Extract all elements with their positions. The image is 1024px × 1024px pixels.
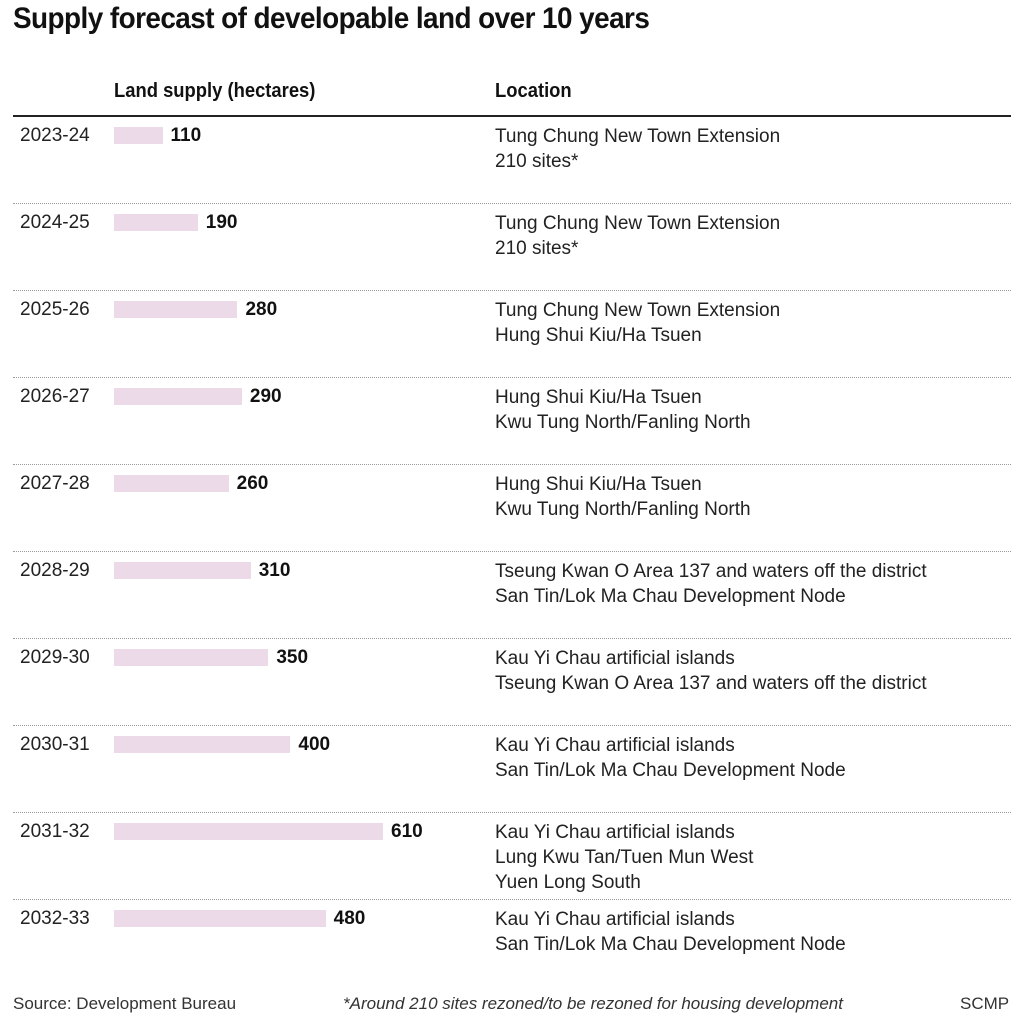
row-divider [13,725,1011,726]
row-divider [13,638,1011,639]
period-label: 2030-31 [20,734,90,755]
location-item: San Tin/Lok Ma Chau Development Node [495,760,846,781]
location-list: Hung Shui Kiu/Ha Tsuen Kwu Tung North/Fan… [495,472,751,522]
bar [114,127,163,144]
chart-title: Supply forecast of developable land over… [13,2,650,35]
bar-value-label: 110 [170,125,202,146]
location-item: Kwu Tung North/Fanling North [495,412,751,433]
bar [114,562,251,579]
location-item: Kau Yi Chau artificial islands [495,822,735,843]
bar-value-label: 310 [258,560,291,581]
bar-value-label: 610 [391,821,423,842]
bar-value-label: 260 [236,473,269,494]
footnote: *Around 210 sites rezoned/to be rezoned … [343,994,843,1013]
bar-value-label: 480 [333,908,366,929]
period-label: 2032-33 [20,908,90,929]
column-header-land-supply: Land supply (hectares) [114,80,316,102]
bar-value-label: 290 [249,386,282,407]
location-list: Tung Chung New Town Extension 210 sites* [495,211,780,261]
location-item: Kau Yi Chau artificial islands [495,909,735,930]
location-list: Tseung Kwan O Area 137 and waters off th… [495,559,927,609]
table-row: 2027-28 260 Hung Shui Kiu/Ha Tsuen Kwu Tung… [13,465,1011,552]
location-item: Hung Shui Kiu/Ha Tsuen [495,387,702,408]
bar-value-label: 350 [276,647,309,668]
bar [114,823,383,840]
location-list: Kau Yi Chau artificial islands San Tin/Lo… [495,907,846,957]
period-label: 2027-28 [20,473,90,494]
location-item: 210 sites* [495,151,579,172]
bar [114,388,242,405]
location-list: Tung Chung New Town Extension Hung Shui K… [495,298,780,348]
table-row: 2028-29 310 Tseung Kwan O Area 137 and wat… [13,552,1011,639]
location-list: Kau Yi Chau artificial islands Tseung Kwa… [495,646,927,696]
table-row: 2024-25 190 Tung Chung New Town Extension 2… [13,204,1011,291]
period-label: 2025-26 [20,299,90,320]
location-item: 210 sites* [495,238,579,259]
location-item: Hung Shui Kiu/Ha Tsuen [495,474,702,495]
location-item: San Tin/Lok Ma Chau Development Node [495,586,846,607]
location-list: Hung Shui Kiu/Ha Tsuen Kwu Tung North/Fan… [495,385,751,435]
period-label: 2023-24 [20,125,90,146]
bar [114,736,291,753]
source-note: Source: Development Bureau [13,994,237,1013]
location-item: Tseung Kwan O Area 137 and waters off th… [495,673,927,694]
location-item: Hung Shui Kiu/Ha Tsuen [495,325,702,346]
location-item: Tung Chung New Town Extension [495,126,781,147]
bar-value-label: 190 [205,212,238,233]
column-header-location: Location [495,80,572,102]
row-divider [13,551,1011,552]
bar [114,301,238,318]
location-item: Tung Chung New Town Extension [495,213,781,234]
location-item: Yuen Long South [495,872,641,893]
bar-value-label: 280 [245,299,278,320]
location-item: Kau Yi Chau artificial islands [495,735,735,756]
bar [114,649,269,666]
location-item: Tung Chung New Town Extension [495,300,781,321]
row-divider [13,377,1011,378]
location-list: Tung Chung New Town Extension 210 sites* [495,124,780,174]
row-divider [13,812,1011,813]
period-label: 2031-32 [20,821,90,842]
bar-value-label: 400 [298,734,331,755]
location-item: Kwu Tung North/Fanling North [495,499,751,520]
table-row: 2030-31 400 Kau Yi Chau artificial islands… [13,726,1011,813]
location-item: Kau Yi Chau artificial islands [495,648,735,669]
location-item: Tseung Kwan O Area 137 and waters off th… [495,561,927,582]
bar [114,214,198,231]
credit: SCMP [960,994,1010,1013]
bar [114,910,326,927]
row-divider [13,290,1011,291]
period-label: 2029-30 [20,647,90,668]
table-row: 2032-33 480 Kau Yi Chau artificial islands… [13,900,1011,987]
location-item: San Tin/Lok Ma Chau Development Node [495,934,846,955]
row-divider [13,464,1011,465]
period-label: 2024-25 [20,212,90,233]
location-list: Kau Yi Chau artificial islands San Tin/Lo… [495,733,846,783]
period-label: 2026-27 [20,386,90,407]
header-rule [13,115,1011,117]
bar [114,475,229,492]
location-list: Kau Yi Chau artificial islands Lung Kwu T… [495,820,753,895]
table-row: 2026-27 290 Hung Shui Kiu/Ha Tsuen Kwu Tung… [13,378,1011,465]
location-item: Lung Kwu Tan/Tuen Mun West [495,847,754,868]
table-row: 2031-32 610 Kau Yi Chau artificial islands… [13,813,1011,900]
table-row: 2029-30 350 Kau Yi Chau artificial islands… [13,639,1011,726]
row-divider [13,203,1011,204]
table-row: 2025-26 280 Tung Chung New Town Extension H… [13,291,1011,378]
row-divider [13,899,1011,900]
period-label: 2028-29 [20,560,90,581]
table-row: 2023-24 110 Tung Chung New Town Extension 2… [13,117,1011,204]
